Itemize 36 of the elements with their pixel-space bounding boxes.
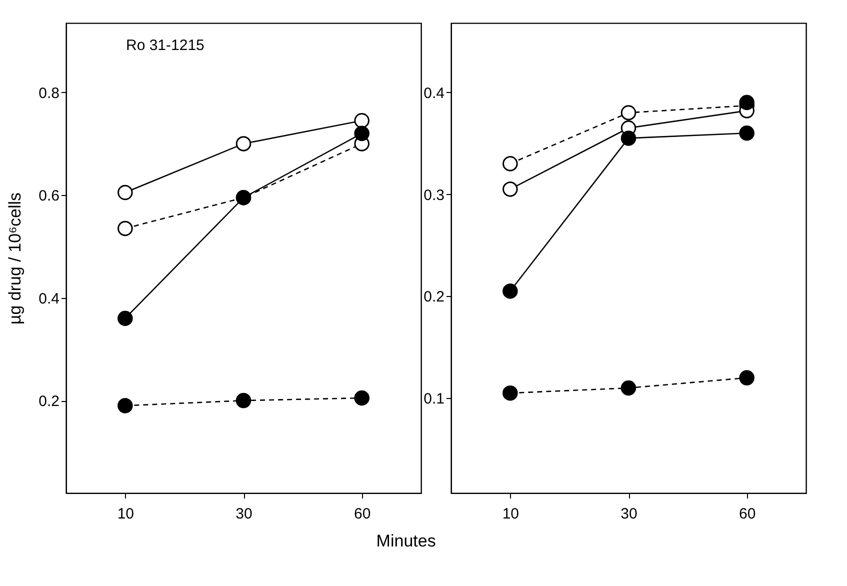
y-tick-label: 0.4 <box>38 290 60 308</box>
point <box>118 398 133 414</box>
point <box>620 105 636 120</box>
x-axis-title: Minutes <box>376 532 436 551</box>
y-tick-label: 0.3 <box>424 186 444 204</box>
x-tick-label: 60 <box>738 506 756 522</box>
point <box>502 284 518 299</box>
point <box>118 310 133 326</box>
point <box>502 156 518 172</box>
point <box>502 385 518 401</box>
point <box>354 112 370 128</box>
y-tick-label: 0.6 <box>38 188 60 205</box>
y-axis-title: µg drug / 10⁶cells <box>6 192 25 325</box>
point <box>739 370 754 386</box>
y-tick-label: 0.8 <box>38 84 60 102</box>
x-tick-label: 10 <box>502 506 520 522</box>
x-tick-label: 10 <box>117 506 134 522</box>
y-tick-label: 0.4 <box>424 84 444 102</box>
point <box>354 390 370 406</box>
point <box>354 126 370 142</box>
x-tick-label: 30 <box>236 506 252 522</box>
y-tick-label: 0.2 <box>424 288 444 306</box>
point <box>739 94 754 110</box>
text: Ro 31-1215 <box>126 37 204 54</box>
y-tick-label: 0.1 <box>424 390 444 408</box>
point <box>502 182 518 197</box>
point <box>620 380 636 396</box>
point <box>739 125 754 141</box>
point <box>236 392 252 408</box>
point <box>236 136 252 152</box>
y-tick-label: 0.2 <box>38 393 60 410</box>
point <box>118 184 133 200</box>
x-tick-label: 30 <box>620 506 638 522</box>
x-tick-label: 60 <box>354 506 371 522</box>
point <box>118 220 133 236</box>
point <box>620 130 636 146</box>
